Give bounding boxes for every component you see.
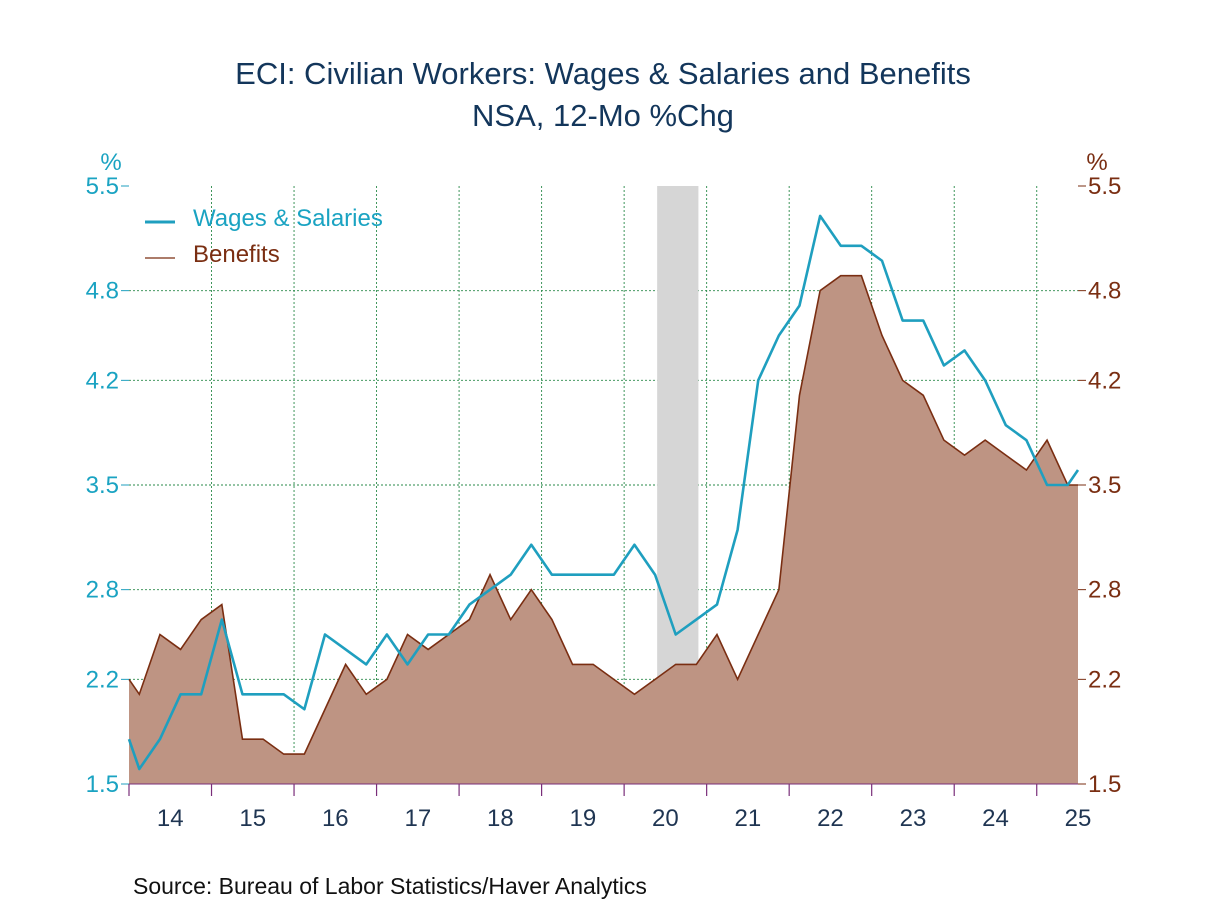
x-tick-label: 24 — [982, 805, 1009, 832]
legend-label-benefits: Benefits — [193, 241, 280, 268]
x-tick-label: 16 — [322, 805, 349, 832]
y-tick-label-right: 1.5 — [1088, 771, 1121, 798]
y-tick-label-left: 4.2 — [86, 367, 119, 394]
x-tick-label: 15 — [239, 805, 266, 832]
y-tick-label-left: 2.2 — [86, 666, 119, 693]
left-axis-unit: % — [100, 149, 121, 176]
y-tick-label-left: 4.8 — [86, 278, 119, 305]
y-tick-label-left: 3.5 — [86, 472, 119, 499]
y-tick-label-left: 1.5 — [86, 771, 119, 798]
chart-subtitle: NSA, 12-Mo %Chg — [472, 98, 734, 133]
legend: Wages & Salaries Benefits — [145, 205, 383, 268]
x-tick-label: 20 — [652, 805, 679, 832]
legend-label-wages: Wages & Salaries — [193, 205, 383, 232]
y-tick-label-right: 2.2 — [1088, 666, 1121, 693]
y-tick-label-right: 4.8 — [1088, 278, 1121, 305]
x-tick-label: 25 — [1065, 805, 1092, 832]
x-tick-label: 17 — [404, 805, 431, 832]
axis-layer: 1.5 1.5 2.2 2.2 2.8 2.8 3.5 3.5 4.2 4.2 4.8 4.8 5.5 5… — [86, 173, 1122, 832]
x-tick-label: 19 — [570, 805, 597, 832]
x-tick-label: 18 — [487, 805, 514, 832]
source-note: Source: Bureau of Labor Statistics/Haver… — [133, 873, 647, 899]
x-tick-label: 21 — [735, 805, 762, 832]
x-tick-label: 14 — [157, 805, 184, 832]
y-tick-label-left: 5.5 — [86, 173, 119, 200]
wages-line — [127, 214, 1080, 771]
line-layer — [127, 214, 1080, 771]
benefits-area — [129, 275, 1078, 784]
x-tick-label: 22 — [817, 805, 844, 832]
area-layer — [129, 275, 1078, 784]
y-tick-label-right: 5.5 — [1088, 173, 1121, 200]
y-tick-label-right: 4.2 — [1088, 367, 1121, 394]
benefits-line — [128, 274, 1078, 755]
y-tick-label-right: 2.8 — [1088, 577, 1121, 604]
y-tick-label-left: 2.8 — [86, 577, 119, 604]
y-tick-label-right: 3.5 — [1088, 472, 1121, 499]
chart-title: ECI: Civilian Workers: Wages & Salaries … — [235, 56, 971, 91]
right-axis-unit: % — [1086, 149, 1107, 176]
x-tick-label: 23 — [900, 805, 927, 832]
